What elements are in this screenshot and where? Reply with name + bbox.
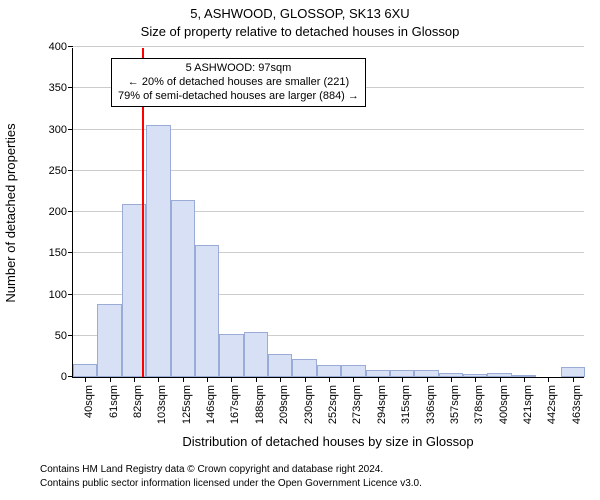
xtick-label: 357sqm — [449, 385, 461, 424]
xtick-label: 294sqm — [376, 385, 388, 424]
xtick-label: 336sqm — [425, 385, 437, 424]
xtick-mark — [231, 377, 232, 382]
ytick-label: 200 — [49, 206, 73, 218]
ytick-label: 250 — [49, 165, 73, 177]
xtick-mark — [402, 377, 403, 382]
ytick-label: 400 — [49, 41, 73, 53]
xtick-mark — [280, 377, 281, 382]
xtick-label: 167sqm — [229, 385, 241, 424]
xtick-mark — [110, 377, 111, 382]
xtick-label: 103sqm — [156, 385, 168, 424]
xtick-mark — [183, 377, 184, 382]
ytick-label: 0 — [61, 371, 73, 383]
xtick-mark — [329, 377, 330, 382]
annotation-box: 5 ASHWOOD: 97sqm← 20% of detached houses… — [111, 58, 366, 107]
xtick-mark — [158, 377, 159, 382]
xtick-mark — [427, 377, 428, 382]
xtick-mark — [573, 377, 574, 382]
histogram-bar — [341, 365, 365, 377]
page-title: 5, ASHWOOD, GLOSSOP, SK13 6XU — [0, 6, 600, 21]
xtick-label: 188sqm — [254, 385, 266, 424]
xtick-label: 273sqm — [351, 385, 363, 424]
annotation-line: ← 20% of detached houses are smaller (22… — [118, 76, 359, 90]
xtick-label: 378sqm — [473, 385, 485, 424]
histogram-bar — [366, 370, 390, 377]
ytick-label: 150 — [49, 247, 73, 259]
xtick-mark — [256, 377, 257, 382]
chart-container: { "header": { "address": "5, ASHWOOD, GL… — [0, 0, 600, 500]
xtick-label: 400sqm — [498, 385, 510, 424]
xtick-mark — [475, 377, 476, 382]
histogram-bar — [146, 125, 170, 377]
xtick-mark — [378, 377, 379, 382]
histogram-bar — [195, 245, 219, 377]
histogram-bar — [317, 365, 341, 377]
gridline — [73, 46, 584, 47]
xtick-mark — [500, 377, 501, 382]
footer-line-1: Contains HM Land Registry data © Crown c… — [40, 464, 383, 475]
ytick-label: 300 — [49, 124, 73, 136]
ytick-label: 100 — [49, 289, 73, 301]
annotation-line: 5 ASHWOOD: 97sqm — [118, 62, 359, 76]
xtick-label: 315sqm — [400, 385, 412, 424]
xtick-label: 442sqm — [546, 385, 558, 424]
histogram-bar — [244, 332, 268, 377]
xtick-mark — [451, 377, 452, 382]
chart-subtitle: Size of property relative to detached ho… — [0, 24, 600, 39]
chart-plot-area: 05010015020025030035040040sqm61sqm82sqm1… — [72, 48, 584, 378]
xtick-label: 252sqm — [327, 385, 339, 424]
histogram-bar — [73, 364, 97, 377]
ytick-label: 350 — [49, 82, 73, 94]
xtick-mark — [353, 377, 354, 382]
y-axis-label: Number of detached properties — [3, 123, 18, 302]
histogram-bar — [268, 354, 292, 377]
histogram-bar — [292, 359, 316, 377]
xtick-mark — [524, 377, 525, 382]
xtick-label: 463sqm — [571, 385, 583, 424]
xtick-mark — [85, 377, 86, 382]
xtick-label: 40sqm — [83, 385, 95, 418]
footer-line-2: Contains public sector information licen… — [40, 478, 422, 489]
histogram-bar — [414, 370, 438, 377]
xtick-mark — [207, 377, 208, 382]
xtick-mark — [305, 377, 306, 382]
xtick-label: 230sqm — [303, 385, 315, 424]
xtick-mark — [134, 377, 135, 382]
xtick-label: 82sqm — [132, 385, 144, 418]
annotation-line: 79% of semi-detached houses are larger (… — [118, 90, 359, 104]
x-axis-label: Distribution of detached houses by size … — [72, 434, 584, 449]
histogram-bar — [97, 304, 121, 377]
xtick-label: 146sqm — [205, 385, 217, 424]
histogram-bar — [219, 334, 243, 377]
xtick-mark — [548, 377, 549, 382]
ytick-label: 50 — [55, 330, 73, 342]
xtick-label: 61sqm — [108, 385, 120, 418]
xtick-label: 421sqm — [522, 385, 534, 424]
histogram-bar — [171, 200, 195, 377]
xtick-label: 209sqm — [278, 385, 290, 424]
histogram-bar — [390, 370, 414, 377]
xtick-label: 125sqm — [181, 385, 193, 424]
histogram-bar — [561, 367, 585, 377]
